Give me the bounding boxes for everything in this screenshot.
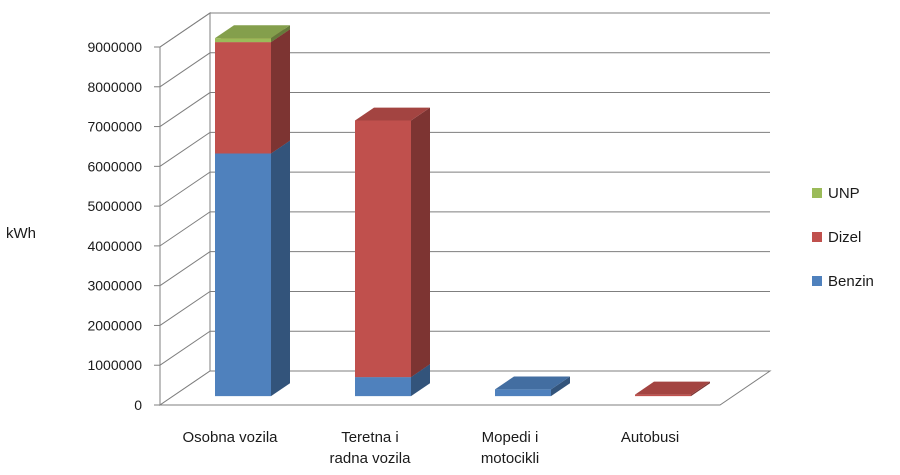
gridline	[159, 251, 770, 287]
legend-label: Dizel	[828, 229, 861, 246]
gridline	[159, 131, 770, 167]
y-tick-label: 1000000	[87, 357, 142, 373]
x-tick-label: Osobna vozila	[182, 429, 278, 446]
gridlines	[159, 12, 770, 366]
legend-label: UNP	[828, 185, 860, 202]
legend-swatch	[812, 232, 822, 242]
legend-item-unp: UNP	[812, 185, 860, 202]
bar-segment-dizel	[355, 107, 430, 378]
x-tick-label: Teretna i radna vozila	[330, 429, 412, 467]
y-axis-label: kWh	[6, 225, 36, 242]
legend-swatch	[812, 188, 822, 198]
y-tick-label: 6000000	[87, 158, 142, 174]
legend: UNP Dizel Benzin	[812, 185, 874, 290]
y-tick-label: 5000000	[87, 198, 142, 214]
bar-segment-dizel	[215, 29, 290, 154]
side-wall	[159, 12, 211, 406]
legend-swatch	[812, 276, 822, 286]
legend-item-dizel: Dizel	[812, 229, 861, 246]
legend-item-benzin: Benzin	[812, 273, 874, 290]
y-tick-label: 2000000	[87, 317, 142, 333]
y-tick-label: 4000000	[87, 238, 142, 254]
gridline	[159, 290, 770, 326]
legend-label: Benzin	[828, 273, 874, 290]
gridline	[159, 92, 770, 127]
chart-walls	[158, 12, 772, 406]
x-tick-label: Autobusi	[621, 429, 679, 446]
y-tick-label: 7000000	[87, 119, 142, 135]
gridline	[159, 211, 770, 247]
floor	[158, 370, 772, 406]
bar-segment-benzin	[495, 376, 570, 397]
y-tick-labels: 0 1000000 2000000 3000000 4000000 5000000 6000…	[87, 39, 161, 413]
bar-segment-unp	[215, 25, 290, 43]
gridline	[159, 52, 770, 88]
gridline	[159, 12, 770, 48]
y-tick-label: 8000000	[87, 79, 142, 95]
gridline	[159, 171, 770, 207]
y-tick-label: 3000000	[87, 278, 142, 294]
gridline	[159, 330, 770, 366]
y-tick-label: 0	[134, 397, 142, 413]
x-tick-label: Mopedi i motocikli	[481, 429, 539, 467]
x-tick-labels: Osobna vozila Teretna i radna vozila Mopedi…	[182, 429, 679, 467]
bar-segment-benzin	[215, 140, 290, 397]
y-tick-label: 9000000	[87, 39, 142, 55]
bars	[215, 25, 710, 397]
bar-segment-dizel	[635, 381, 710, 397]
